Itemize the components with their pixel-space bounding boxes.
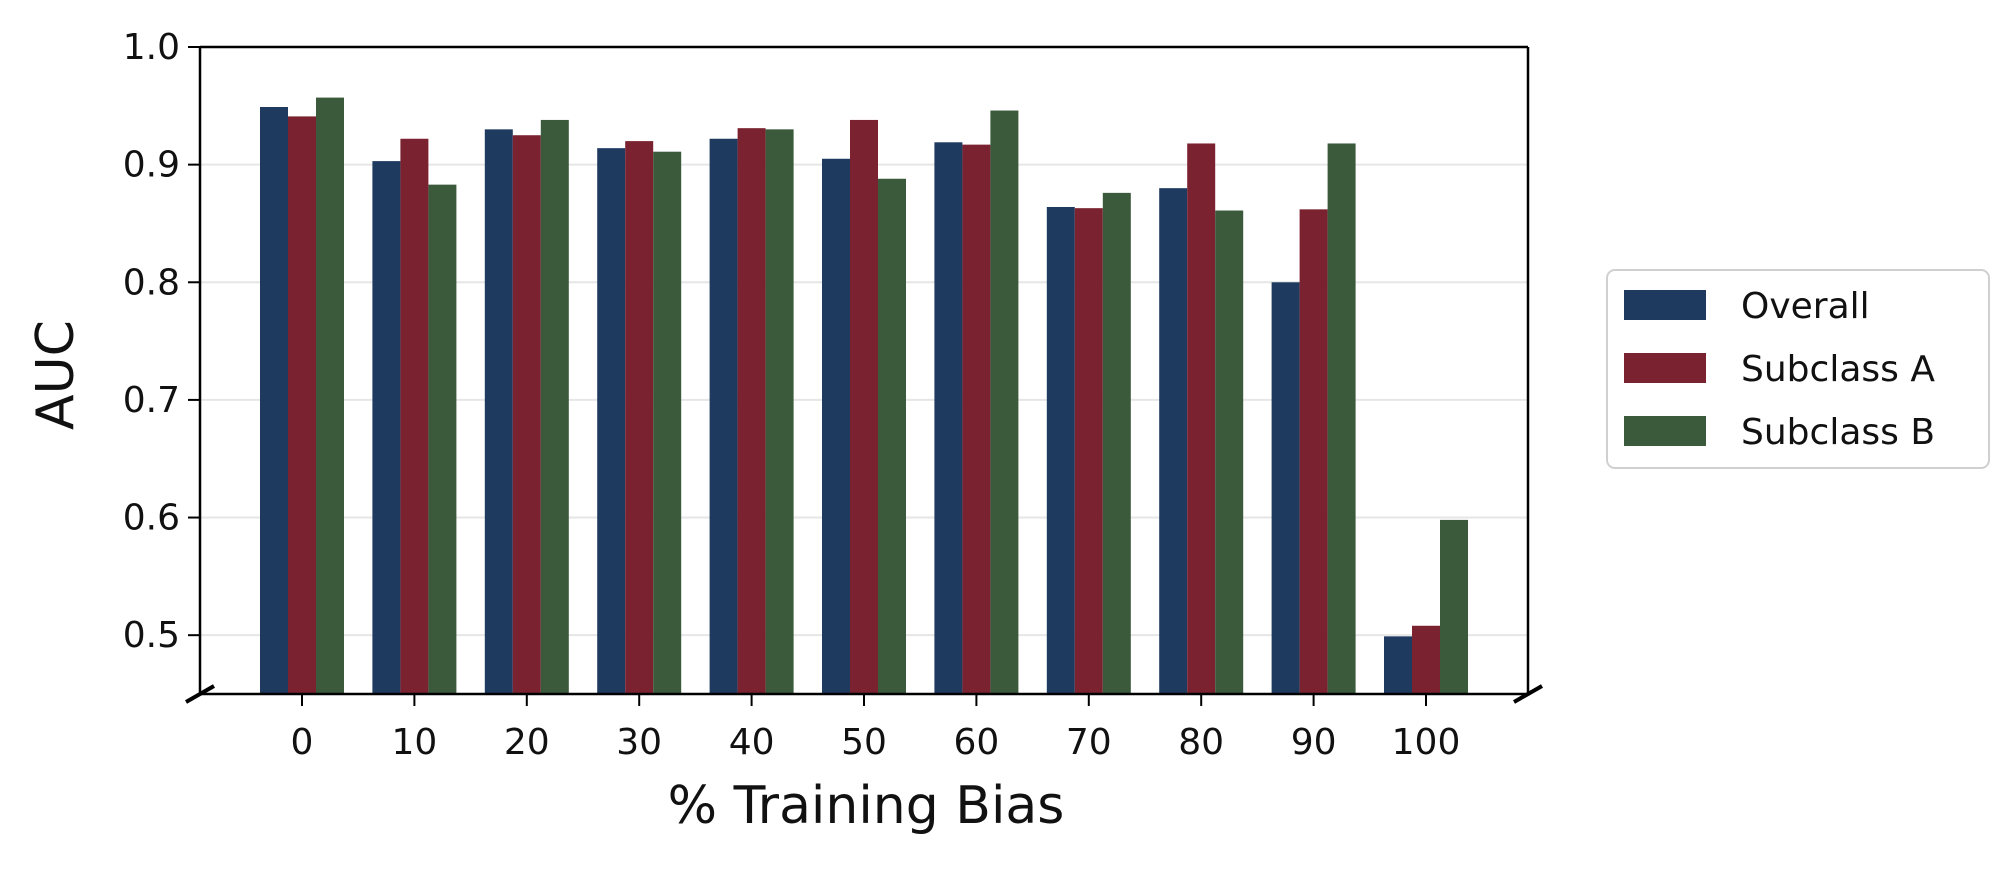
bar bbox=[288, 116, 316, 694]
legend-swatch bbox=[1624, 416, 1706, 446]
x-tick-labels: 0 10 20 30 40 50 60 70 80 90 100 bbox=[291, 722, 1461, 763]
x-tick-label: 20 bbox=[504, 722, 550, 763]
bar bbox=[822, 158, 850, 695]
x-tick-label: 40 bbox=[729, 722, 775, 763]
x-tick-label: 70 bbox=[1066, 722, 1112, 763]
bar bbox=[1412, 625, 1440, 694]
x-tick-label: 80 bbox=[1178, 722, 1224, 763]
y-axis-title: AUC bbox=[26, 320, 86, 430]
bar bbox=[1384, 636, 1412, 694]
y-tick-label: 0.6 bbox=[123, 498, 180, 539]
bar bbox=[962, 144, 991, 694]
y-tick-label: 1.0 bbox=[123, 27, 180, 68]
bars bbox=[260, 97, 1468, 695]
bar bbox=[709, 138, 738, 695]
x-tick-label: 10 bbox=[391, 722, 437, 763]
bar bbox=[1102, 192, 1131, 695]
bar bbox=[1327, 143, 1356, 695]
bar bbox=[260, 106, 288, 694]
y-tick-label: 0.8 bbox=[123, 262, 180, 303]
bar bbox=[400, 138, 429, 695]
bar bbox=[1159, 188, 1188, 694]
bar bbox=[653, 151, 682, 695]
legend-swatch bbox=[1624, 353, 1706, 383]
bar bbox=[850, 119, 878, 694]
bar bbox=[372, 161, 401, 694]
legend-label: Subclass A bbox=[1741, 349, 1935, 390]
y-tick-labels: 0.5 0.6 0.7 0.8 0.9 1.0 bbox=[123, 27, 180, 656]
bar bbox=[765, 129, 794, 694]
y-tick-label: 0.5 bbox=[123, 615, 180, 656]
x-tick-label: 60 bbox=[953, 722, 999, 763]
bar bbox=[512, 135, 541, 694]
bar bbox=[1187, 143, 1216, 695]
bar bbox=[1299, 209, 1328, 694]
bar bbox=[934, 142, 963, 694]
bar bbox=[540, 119, 569, 694]
axes bbox=[185, 45, 1543, 706]
axis-break-left bbox=[185, 684, 215, 704]
x-tick-label: 30 bbox=[616, 722, 662, 763]
axis-break-right bbox=[1513, 684, 1543, 704]
legend-swatch bbox=[1624, 290, 1706, 320]
y-tick-label: 0.9 bbox=[123, 145, 180, 186]
bar bbox=[484, 129, 513, 694]
bar bbox=[990, 110, 1019, 695]
bar bbox=[737, 128, 766, 695]
bar bbox=[878, 178, 906, 694]
x-tick-label: 90 bbox=[1291, 722, 1337, 763]
bar bbox=[1074, 208, 1103, 695]
bar bbox=[625, 141, 654, 695]
bar bbox=[597, 148, 626, 695]
bar bbox=[428, 184, 457, 694]
bar bbox=[1215, 210, 1244, 695]
bar bbox=[1271, 282, 1300, 694]
x-axis-title: % Training Bias bbox=[668, 776, 1065, 836]
bar bbox=[1046, 206, 1075, 694]
x-tick-label: 100 bbox=[1392, 722, 1461, 763]
bar bbox=[316, 97, 344, 695]
x-tick-label: 0 bbox=[291, 722, 314, 763]
legend-label: Overall bbox=[1741, 286, 1870, 327]
y-tick-label: 0.7 bbox=[123, 380, 180, 421]
x-tick-label: 50 bbox=[841, 722, 887, 763]
legend-label: Subclass B bbox=[1741, 412, 1935, 453]
bar bbox=[1440, 519, 1468, 694]
legend: Overall Subclass A Subclass B bbox=[1606, 269, 1990, 469]
